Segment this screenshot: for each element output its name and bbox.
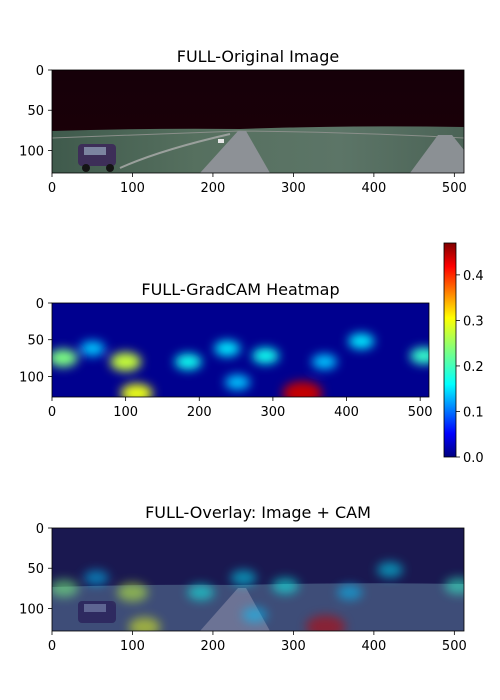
x-tick-label: 400 — [334, 405, 359, 420]
road-left — [200, 131, 270, 173]
y-tick-label: 100 — [19, 144, 44, 159]
axes-frame — [51, 69, 465, 174]
x-tick-label: 100 — [120, 639, 145, 654]
overlay-hotspot — [337, 584, 363, 600]
overlay-hotspot — [242, 607, 268, 623]
y-tick-label: 50 — [27, 334, 44, 349]
heatmap-hotspot — [52, 349, 78, 367]
heatmap-hotspot — [110, 352, 142, 372]
overlay-hotspot — [83, 570, 109, 586]
colorbar-tick-label: 0.3 — [463, 314, 484, 329]
heatmap-hotspot — [174, 353, 202, 370]
x-tick-label: 200 — [201, 181, 226, 196]
x-tick-label: 400 — [361, 181, 386, 196]
overlay-hotspot — [116, 583, 149, 602]
overlay-car-icon — [78, 601, 116, 623]
y-tick-label: 0 — [36, 64, 44, 79]
x-tick-label: 0 — [48, 639, 56, 654]
ground-region — [52, 126, 464, 173]
overlay-hotspot — [187, 584, 215, 601]
x-tick-label: 0 — [48, 181, 56, 196]
road-right — [410, 135, 464, 173]
x-tick-label: 300 — [281, 181, 306, 196]
colorbar-gradient — [443, 242, 457, 458]
x-tick-label: 200 — [187, 405, 212, 420]
x-tick-label: 100 — [113, 405, 138, 420]
road-edge — [119, 133, 231, 169]
y-tick-label: 50 — [27, 104, 44, 119]
overlay-hotspot — [230, 570, 257, 586]
heatmap-hotspot — [410, 347, 429, 365]
colorbar-tick-label: 0.0 — [463, 451, 484, 466]
overlay-hotspot — [305, 615, 346, 631]
overlay-hotspot — [444, 577, 464, 595]
x-tick-label: 300 — [281, 639, 306, 654]
x-tick-label: 200 — [201, 639, 226, 654]
heatmap-hotspot — [311, 354, 337, 370]
heatmap-hotspot — [348, 333, 375, 349]
colorbar-tick-label: 0.4 — [463, 269, 484, 284]
heatmap-hotspot — [252, 347, 279, 364]
overlay-panel — [52, 528, 464, 631]
heatmap-hotspot — [120, 383, 153, 397]
x-tick-label: 300 — [260, 405, 285, 420]
colorbar-tick-label: 0.1 — [463, 405, 484, 420]
overlay-hotspot — [376, 562, 403, 578]
x-tick-label: 500 — [408, 405, 433, 420]
panel-title: FULL-GradCAM Heatmap — [141, 280, 339, 299]
panel-title: FULL-Original Image — [177, 47, 339, 66]
y-tick-label: 50 — [27, 562, 44, 577]
y-tick-label: 0 — [36, 297, 44, 312]
colorbar-tick-label: 0.2 — [463, 360, 484, 375]
x-tick-label: 100 — [120, 181, 145, 196]
original-image-panel — [52, 70, 464, 173]
heatmap-hotspot — [225, 374, 251, 390]
distant-vehicle — [218, 139, 224, 143]
axes-frame — [51, 302, 430, 398]
overlay-hotspot — [128, 617, 161, 631]
panel-title: FULL-Overlay: Image + CAM — [145, 503, 371, 522]
axes-2: FULL-GradCAM Heatmap 0 100 200 300 400 500 0 50 1… — [19, 280, 432, 420]
colorbar: 0.0 0.1 0.2 0.3 0.4 — [443, 242, 484, 466]
axes-frame — [51, 527, 465, 632]
axes-3: FULL-Overlay: Image + CAM 0 100 200 300 400 50… — [19, 503, 467, 654]
x-tick-label: 400 — [361, 639, 386, 654]
axes-1: FULL-Original Image 0 100 200 300 400 500 0 50 10… — [19, 47, 467, 196]
y-tick-label: 0 — [36, 522, 44, 537]
y-tick-label: 100 — [19, 602, 44, 617]
x-tick-label: 500 — [442, 639, 467, 654]
heatmap-hotspot — [282, 381, 323, 397]
car-icon — [78, 144, 116, 172]
overlay-hotspot — [52, 579, 79, 598]
heatmap-hotspot — [79, 340, 106, 357]
x-tick-label: 500 — [442, 181, 467, 196]
x-tick-label: 0 — [48, 405, 56, 420]
overlay-hotspot — [271, 577, 299, 594]
gradcam-heatmap-panel — [52, 303, 429, 397]
heatmap-hotspot — [214, 340, 241, 357]
y-tick-label: 100 — [19, 370, 44, 385]
